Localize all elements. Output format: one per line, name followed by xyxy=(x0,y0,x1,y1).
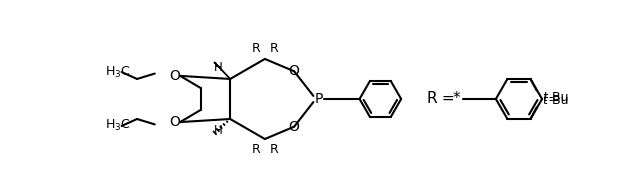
Text: t: t xyxy=(543,91,547,104)
Text: R: R xyxy=(252,42,260,55)
Text: H$_3$C: H$_3$C xyxy=(105,64,131,80)
Text: R: R xyxy=(252,143,260,156)
Text: =: = xyxy=(436,92,454,106)
Text: t: t xyxy=(543,94,547,107)
Polygon shape xyxy=(214,62,230,79)
Text: H$_3$C: H$_3$C xyxy=(105,118,131,133)
Text: O: O xyxy=(170,115,180,129)
Text: O: O xyxy=(170,69,180,83)
Text: P: P xyxy=(315,92,323,106)
Text: *: * xyxy=(452,92,460,106)
Text: R: R xyxy=(269,143,278,156)
Text: -Bu: -Bu xyxy=(548,94,569,107)
Text: R: R xyxy=(427,92,437,106)
Text: O: O xyxy=(289,64,300,78)
Text: O: O xyxy=(289,120,300,134)
Text: H: H xyxy=(214,61,222,74)
Text: R: R xyxy=(269,42,278,55)
Text: H: H xyxy=(214,124,222,137)
Text: -Bu: -Bu xyxy=(548,91,569,104)
